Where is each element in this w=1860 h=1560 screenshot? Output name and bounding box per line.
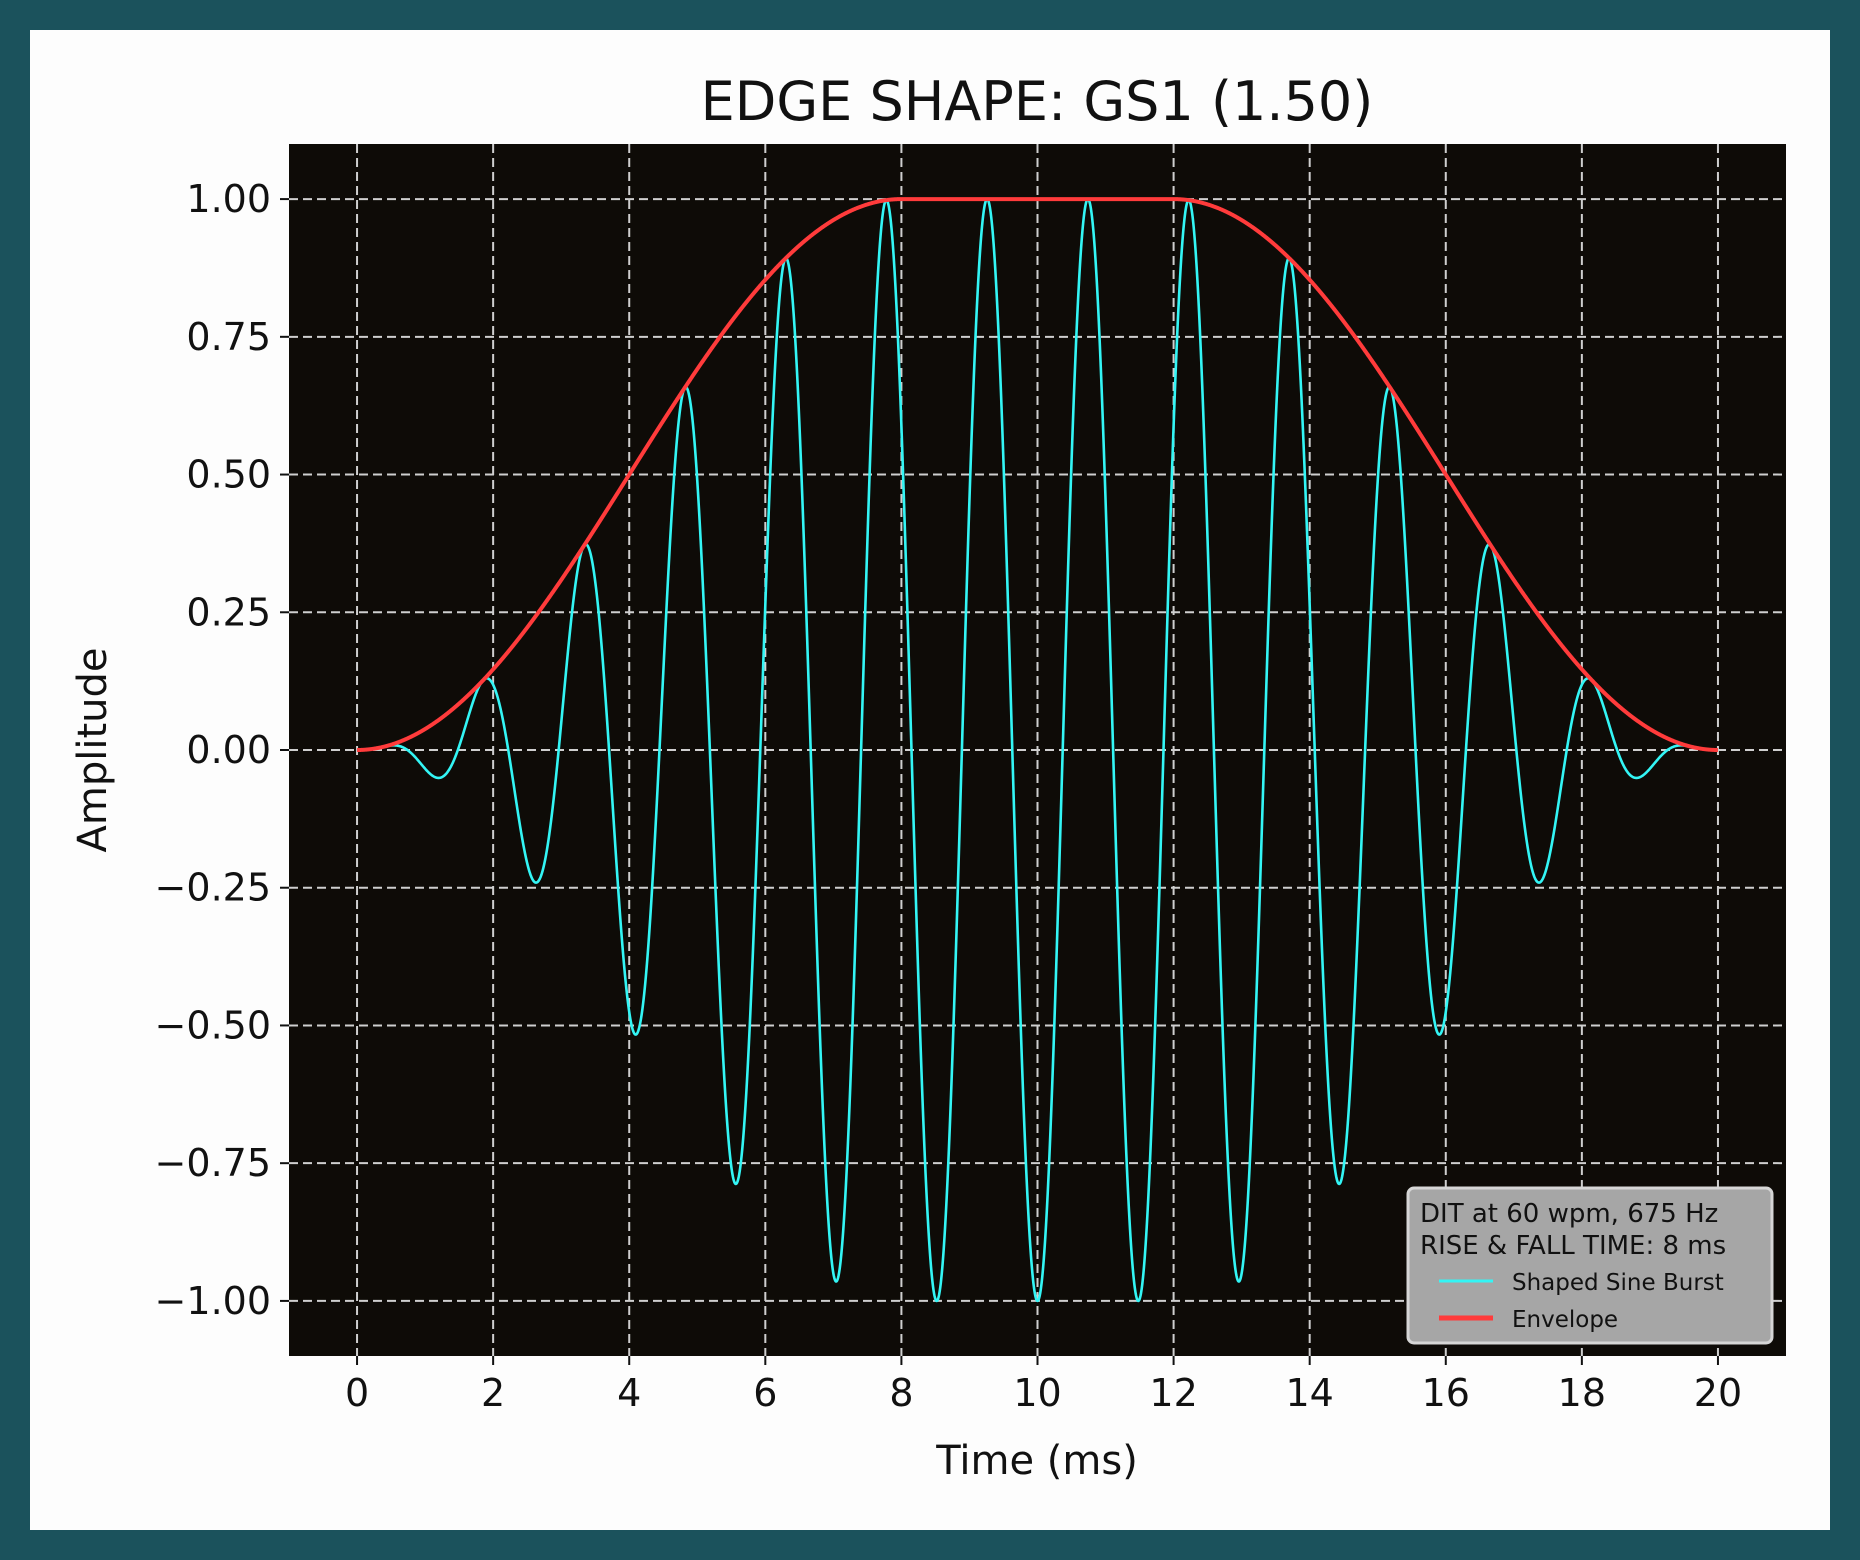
y-tick-label: −0.25 [155, 866, 271, 910]
chart-title: EDGE SHAPE: GS1 (1.50) [701, 70, 1374, 133]
x-tick-label: 0 [345, 1371, 369, 1415]
x-tick-label: 6 [753, 1371, 777, 1415]
legend-label-sine: Shaped Sine Burst [1512, 1270, 1724, 1296]
y-tick-label: −1.00 [155, 1279, 271, 1323]
legend-title-line-2: RISE & FALL TIME: 8 ms [1420, 1231, 1726, 1261]
x-tick-label: 2 [481, 1371, 505, 1415]
y-tick-label: 0.25 [186, 590, 271, 634]
x-tick-label: 4 [617, 1371, 641, 1415]
series-envelope [357, 197, 1718, 752]
x-tick-label: 18 [1558, 1371, 1606, 1415]
y-axis-label: Amplitude [70, 648, 116, 853]
y-tick-label: 0.75 [186, 315, 271, 359]
y-tick-label: 0.50 [186, 453, 271, 497]
legend-title-line-1: DIT at 60 wpm, 675 Hz [1420, 1199, 1718, 1229]
axis-ticks: 0 2 4 6 8 10 12 14 16 18 20 1.00 0.75 0.50 0.25 0.00 −0.… [155, 177, 1743, 1415]
x-tick-label: 8 [889, 1371, 913, 1415]
legend-label-envelope: Envelope [1512, 1307, 1618, 1333]
x-tick-label: 14 [1286, 1371, 1334, 1415]
x-axis-label: Time (ms) [935, 1438, 1138, 1484]
legend-box [1406, 1186, 1774, 1345]
x-tick-label: 10 [1013, 1371, 1061, 1415]
y-tick-label: −0.50 [155, 1003, 271, 1047]
x-tick-label: 12 [1149, 1371, 1197, 1415]
y-tick-label: 1.00 [186, 177, 271, 221]
y-tick-label: 0.00 [186, 728, 271, 772]
y-tick-label: −0.75 [155, 1141, 271, 1185]
x-tick-label: 20 [1694, 1371, 1742, 1415]
legend: DIT at 60 wpm, 675 Hz RISE & FALL TIME: … [1406, 1186, 1774, 1345]
x-tick-label: 16 [1422, 1371, 1470, 1415]
